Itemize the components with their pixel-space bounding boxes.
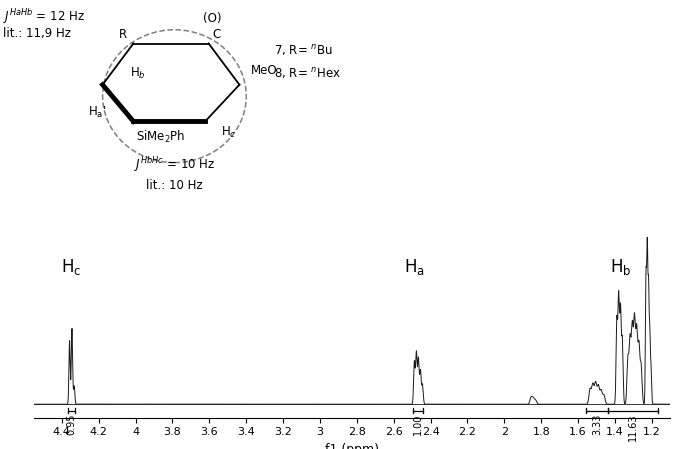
Text: $\mathrm{H_c}$: $\mathrm{H_c}$ [61, 257, 81, 277]
Text: (O): (O) [202, 12, 222, 25]
Text: $\mathrm{H_b}$: $\mathrm{H_b}$ [610, 257, 631, 277]
Text: R: R [119, 28, 127, 41]
Text: 0.95: 0.95 [67, 414, 77, 435]
Text: MeO: MeO [252, 65, 278, 78]
Text: lit.: 11,9 Hz: lit.: 11,9 Hz [3, 27, 71, 40]
Text: $\mathit{J}^{HaHb}$ = 12 Hz: $\mathit{J}^{HaHb}$ = 12 Hz [3, 7, 86, 26]
Text: $\mathit{J}^{HbHc}$ = 10 Hz: $\mathit{J}^{HbHc}$ = 10 Hz [134, 155, 215, 174]
Text: H$_c$: H$_c$ [220, 125, 236, 141]
Text: 3.33: 3.33 [592, 414, 602, 435]
Text: 8, R= $^n$Hex: 8, R= $^n$Hex [274, 66, 341, 81]
Text: C: C [212, 28, 220, 41]
Text: 1.00: 1.00 [413, 414, 423, 435]
Text: $\mathrm{H_a}$: $\mathrm{H_a}$ [404, 257, 425, 277]
Text: lit.: 10 Hz: lit.: 10 Hz [146, 179, 202, 192]
Text: H$_b$: H$_b$ [130, 66, 146, 81]
Text: H$_\mathregular{a}$': H$_\mathregular{a}$' [88, 105, 106, 120]
Text: 11.63: 11.63 [628, 414, 638, 441]
Text: SiMe$_2$Ph: SiMe$_2$Ph [136, 129, 185, 145]
Text: 7, R= $^n$Bu: 7, R= $^n$Bu [274, 43, 332, 58]
X-axis label: f1 (ppm): f1 (ppm) [326, 443, 379, 449]
